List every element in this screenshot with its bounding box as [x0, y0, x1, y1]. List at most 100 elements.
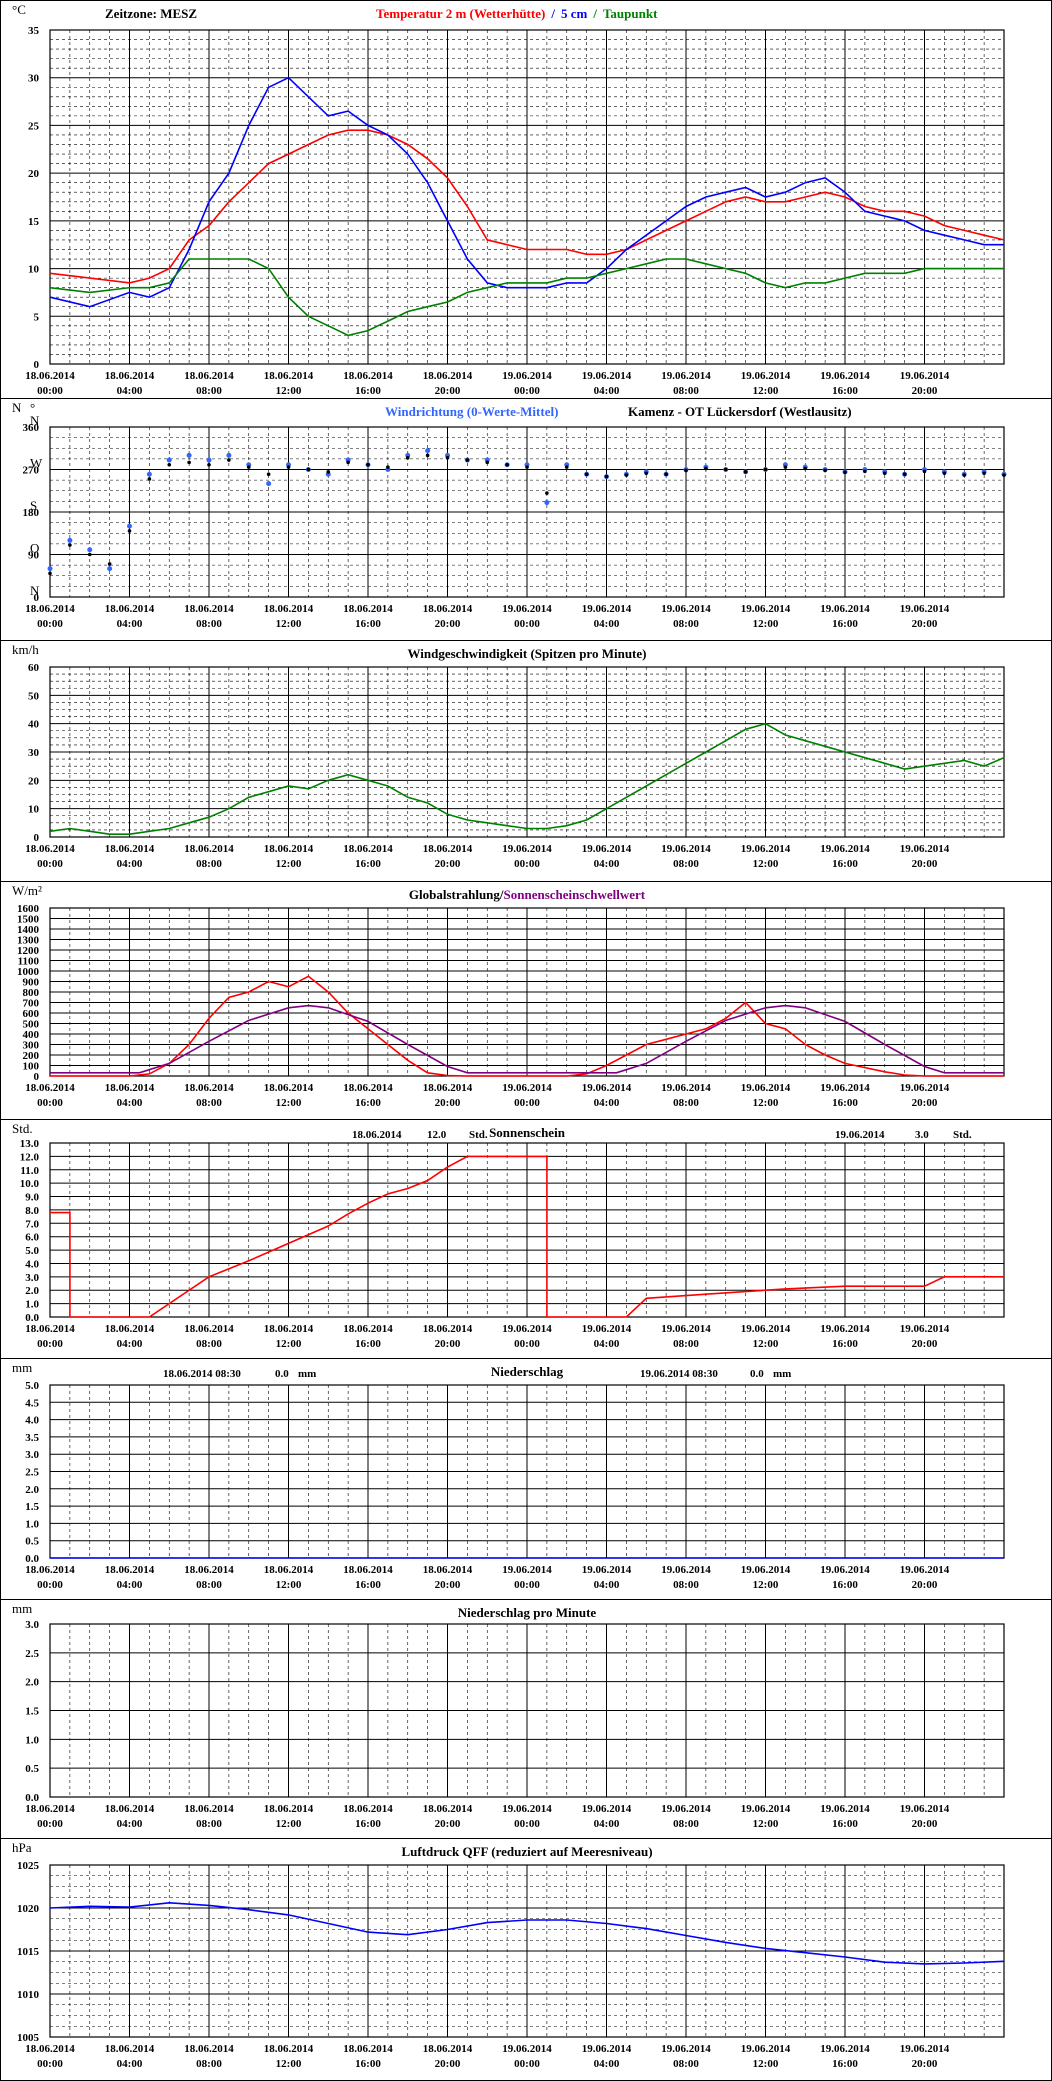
x-tick-time: 16:00	[832, 618, 858, 630]
annotation-value: 0.0	[750, 1368, 764, 1380]
x-tick-date: 19.06.2014	[661, 2043, 711, 2055]
x-tick-date: 19.06.2014	[661, 1082, 711, 1094]
x-tick-date: 18.06.2014	[105, 1323, 155, 1335]
title-part: /	[592, 6, 597, 21]
series-Windgeschwindigkeit	[49, 722, 1005, 835]
x-tick-date: 19.06.2014	[741, 603, 791, 615]
compass-label: N	[30, 583, 40, 598]
x-tick-date: 19.06.2014	[820, 603, 870, 615]
series-Sonnenscheinschwellwert	[49, 1004, 1005, 1074]
x-tick-time: 16:00	[832, 385, 858, 397]
x-tick-time: 00:00	[37, 1338, 63, 1350]
y-tick-label: 4.0	[25, 1258, 39, 1270]
x-tick-date: 19.06.2014	[900, 603, 950, 615]
x-tick-time: 16:00	[355, 858, 381, 870]
x-tick-date: 19.06.2014	[582, 1323, 632, 1335]
x-tick-date: 18.06.2014	[25, 1564, 75, 1576]
x-tick-time: 04:00	[594, 618, 620, 630]
x-tick-time: 00:00	[37, 1097, 63, 1109]
y-tick-label: 180	[23, 507, 40, 519]
y-tick-label: 3.0	[25, 1272, 39, 1284]
data-point	[882, 471, 887, 476]
panel-wind-speed: 0 10 20 30 40 50 60 km/h 18.06.2014 00:00 18.06.20…	[0, 640, 1052, 870]
x-tick-date: 19.06.2014	[502, 2043, 552, 2055]
y-tick-label: 1.0	[25, 1734, 39, 1746]
data-point	[525, 465, 529, 469]
x-tick-date: 18.06.2014	[343, 1564, 393, 1576]
x-tick-date: 18.06.2014	[25, 2043, 75, 2055]
data-point	[47, 566, 53, 572]
x-tick-time: 00:00	[514, 858, 540, 870]
data-point	[227, 458, 231, 462]
x-tick-date: 19.06.2014	[900, 843, 950, 855]
data-point	[266, 472, 271, 477]
data-point	[783, 465, 788, 469]
series-5 cm	[49, 76, 1005, 308]
data-point	[644, 471, 649, 476]
x-tick-date: 18.06.2014	[423, 603, 473, 615]
x-tick-date: 18.06.2014	[184, 1803, 234, 1815]
x-tick-date: 18.06.2014	[264, 843, 314, 855]
x-tick-time: 00:00	[514, 385, 540, 397]
panel-pressure: 1005 1010 1015 1020 1025 hPa 18.06.2014 00:00 18…	[0, 1838, 1052, 2070]
x-tick-time: 08:00	[196, 618, 222, 630]
series-line	[49, 258, 1004, 337]
x-tick-time: 20:00	[912, 2058, 938, 2070]
y-tick-label: 50	[28, 690, 40, 702]
series-Globalstrahlung	[49, 975, 1005, 1077]
y-tick-label: 1.5	[25, 1501, 39, 1513]
x-tick-date: 19.06.2014	[820, 370, 870, 382]
y-tick-label: 6.0	[25, 1232, 39, 1244]
data-point	[48, 571, 52, 576]
data-point	[326, 470, 331, 474]
chart-title: Windrichtung (0-Werte-Mittel)	[385, 404, 558, 419]
data-point	[445, 455, 450, 460]
x-tick-date: 19.06.2014	[582, 2043, 632, 2055]
y-tick-label: 600	[23, 1008, 40, 1020]
x-tick-time: 12:00	[753, 1338, 779, 1350]
y-tick-label: 5.0	[25, 1245, 39, 1257]
unit-label: W/m²	[12, 883, 42, 898]
x-tick-date: 19.06.2014	[741, 370, 791, 382]
data-point	[166, 457, 172, 463]
gridlines	[49, 1623, 1005, 1798]
y-tick-label: 800	[23, 987, 40, 999]
y-tick-label: 2.0	[25, 1484, 39, 1496]
panel-precipitation-per-minute: 0.0 0.5 1.0 1.5 2.0 2.5 3.0 mm 18.06.2014 00:00 18…	[0, 1599, 1052, 1830]
y-tick-label: 1.0	[25, 1299, 39, 1311]
y-tick-label: 90	[28, 550, 40, 562]
x-tick-date: 18.06.2014	[264, 1803, 314, 1815]
x-tick-time: 12:00	[276, 1338, 302, 1350]
x-tick-time: 04:00	[594, 858, 620, 870]
unit-label: hPa	[12, 1840, 32, 1855]
x-tick-date: 19.06.2014	[820, 1082, 870, 1094]
x-tick-date: 18.06.2014	[423, 1082, 473, 1094]
y-tick-label: 1500	[17, 914, 40, 926]
y-tick-label: 1010	[17, 1989, 40, 2001]
x-tick-date: 18.06.2014	[25, 1803, 75, 1815]
data-point	[544, 500, 550, 506]
series-0-Werte-Mittel	[48, 453, 1006, 576]
x-tick-time: 08:00	[196, 2058, 222, 2070]
x-tick-date: 19.06.2014	[741, 1082, 791, 1094]
data-point	[68, 543, 72, 547]
y-tick-label: 20	[28, 168, 40, 180]
x-tick-date: 19.06.2014	[900, 1323, 950, 1335]
y-tick-label: 100	[23, 1061, 40, 1073]
timezone-label: Zeitzone: MESZ	[105, 6, 197, 21]
data-point	[564, 465, 569, 469]
x-tick-date: 18.06.2014	[184, 1564, 234, 1576]
x-tick-time: 00:00	[37, 1579, 63, 1591]
x-tick-time: 12:00	[753, 385, 779, 397]
data-point	[87, 547, 93, 553]
x-tick-date: 19.06.2014	[582, 1803, 632, 1815]
title-part: Sonnenschein	[489, 1125, 566, 1140]
gridlines	[49, 1142, 1005, 1318]
x-tick-date: 19.06.2014	[502, 1564, 552, 1576]
x-tick-time: 20:00	[435, 1097, 461, 1109]
y-tick-label: 25	[28, 120, 40, 132]
data-point	[87, 552, 92, 557]
data-point	[843, 470, 847, 475]
data-point	[723, 467, 728, 472]
x-tick-time: 08:00	[196, 1338, 222, 1350]
